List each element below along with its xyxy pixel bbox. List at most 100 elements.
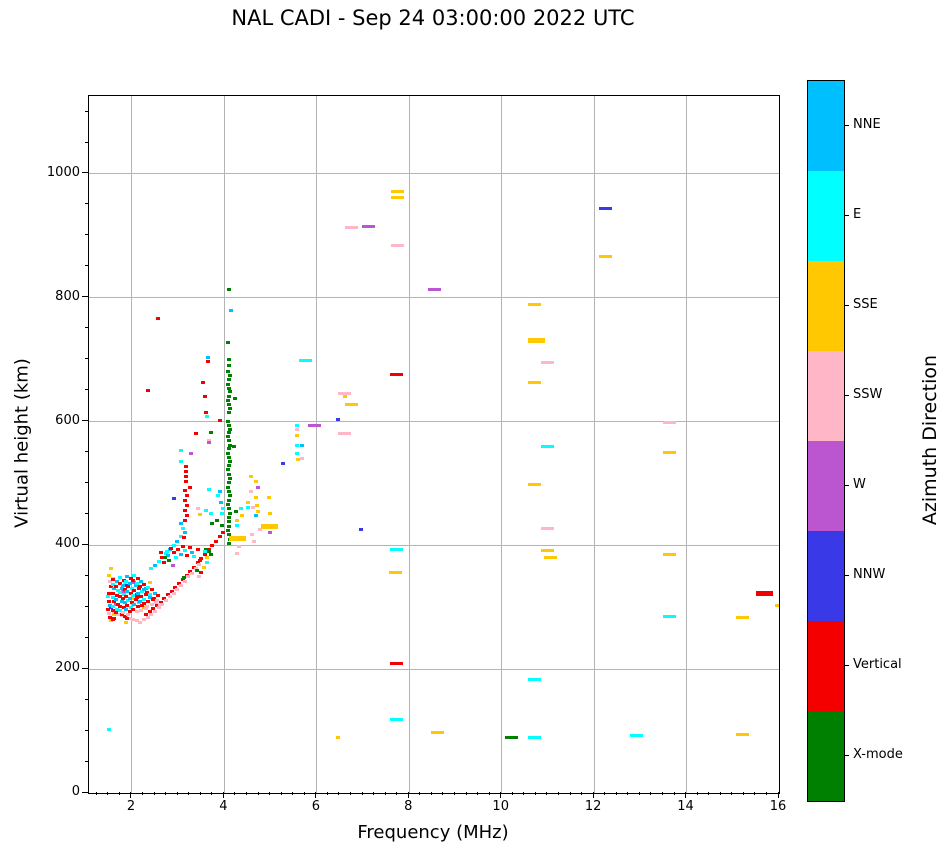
colorbar-segment-x-mode: [808, 711, 844, 801]
gridline-h: [89, 668, 779, 670]
data-point: [253, 514, 258, 518]
data-point: [125, 574, 130, 578]
data-point: [237, 545, 242, 549]
data-point: [206, 438, 211, 442]
data-point: [217, 490, 222, 494]
data-point: [156, 559, 161, 563]
data-point: [148, 581, 153, 585]
data-point: [541, 445, 555, 449]
colorbar-tick: [844, 214, 849, 216]
data-point: [180, 526, 185, 530]
data-point: [146, 389, 151, 393]
data-point: [146, 600, 151, 604]
data-point: [226, 434, 231, 438]
data-point: [227, 357, 232, 361]
data-point: [140, 589, 145, 593]
data-point: [200, 381, 205, 385]
data-point: [208, 431, 213, 435]
data-point: [196, 507, 201, 511]
data-point: [227, 373, 232, 377]
data-point: [197, 563, 202, 567]
data-point: [134, 619, 139, 623]
data-point: [113, 598, 118, 602]
data-point: [217, 535, 222, 539]
data-point: [108, 615, 113, 619]
data-point: [119, 599, 124, 603]
data-point: [123, 621, 128, 625]
colorbar-tick: [844, 484, 849, 486]
data-point: [134, 609, 139, 613]
data-point: [178, 535, 183, 539]
data-point: [133, 584, 138, 588]
colorbar-tick-label: NNW: [853, 567, 886, 582]
data-point: [143, 592, 148, 596]
data-point: [121, 606, 126, 610]
data-point: [227, 431, 232, 435]
data-point: [227, 447, 232, 451]
y-tick-label: 600: [55, 412, 80, 428]
data-point: [157, 603, 162, 607]
data-point: [389, 547, 403, 551]
data-point: [206, 441, 211, 445]
data-point: [106, 573, 111, 577]
data-point: [138, 584, 143, 588]
colorbar-tick-label: NNE: [853, 117, 881, 132]
data-point: [220, 511, 225, 515]
data-point: [233, 509, 238, 513]
data-point: [294, 427, 299, 431]
data-point: [219, 500, 224, 504]
data-point: [111, 577, 116, 581]
data-point: [202, 565, 207, 569]
data-point: [204, 561, 209, 565]
data-point: [181, 536, 186, 540]
data-point: [163, 556, 168, 560]
data-point: [358, 528, 363, 532]
data-point: [164, 598, 169, 602]
colorbar-segment-nne: [808, 81, 844, 171]
data-point: [251, 506, 256, 510]
data-point: [527, 483, 541, 487]
data-point: [227, 524, 232, 528]
data-point: [183, 489, 188, 493]
data-point: [143, 613, 148, 617]
data-point: [158, 551, 163, 555]
data-point: [662, 553, 676, 557]
gridline-v: [501, 96, 503, 793]
data-point: [156, 606, 161, 610]
data-point: [204, 555, 209, 559]
data-point: [146, 585, 151, 589]
data-point: [175, 539, 180, 543]
data-point: [171, 591, 176, 595]
y-tick-label: 400: [55, 536, 80, 552]
data-point: [190, 571, 195, 575]
data-point: [164, 550, 169, 554]
data-point: [149, 567, 154, 571]
data-point: [148, 593, 153, 597]
data-point: [153, 563, 158, 567]
data-point: [248, 474, 253, 478]
data-point: [203, 508, 208, 512]
data-point: [164, 551, 169, 555]
data-point: [543, 555, 557, 559]
data-point: [234, 524, 239, 528]
data-point: [184, 504, 189, 508]
data-point: [184, 494, 189, 498]
data-point: [227, 494, 232, 498]
data-point: [182, 576, 187, 580]
data-point: [183, 499, 188, 503]
data-point: [209, 522, 214, 526]
colorbar-label-text: Azimuth Direction: [919, 354, 941, 526]
data-point: [662, 451, 676, 455]
data-point: [133, 598, 138, 602]
data-point: [111, 617, 116, 621]
data-point: [136, 586, 141, 590]
data-point: [391, 244, 405, 248]
data-point: [129, 600, 134, 604]
data-point: [107, 603, 112, 607]
data-point: [388, 570, 402, 574]
data-point: [338, 391, 352, 395]
data-point: [258, 527, 263, 531]
data-point: [118, 576, 123, 580]
data-point: [227, 490, 232, 494]
data-point: [197, 512, 202, 516]
